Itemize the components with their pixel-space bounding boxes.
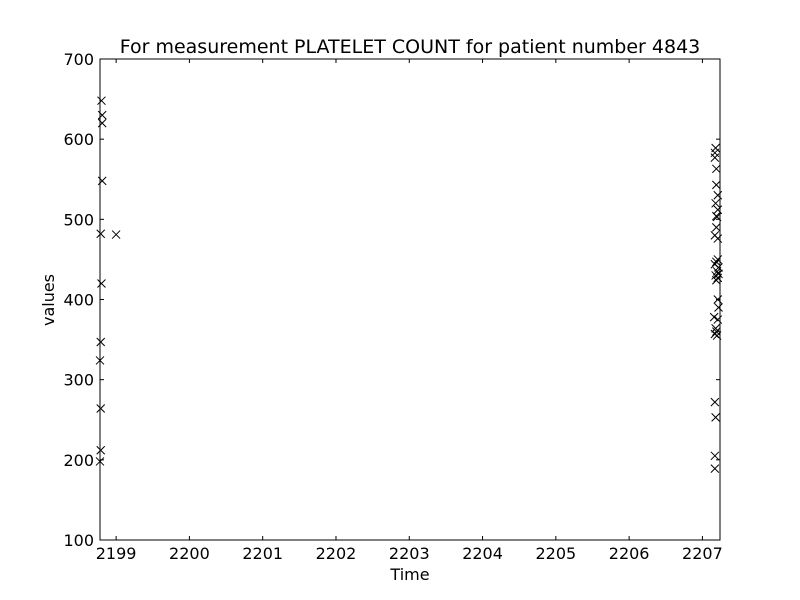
data-point [714, 303, 723, 312]
data-point [711, 275, 721, 285]
data-point [711, 164, 721, 174]
data-point [710, 153, 720, 162]
data-point [111, 230, 121, 239]
chart-title: For measurement PLATELET COUNT for patie… [120, 36, 701, 58]
y-tick-label: 100 [63, 531, 94, 550]
data-point [710, 451, 720, 461]
data-point [96, 229, 106, 239]
data-point [96, 404, 106, 413]
data-point [97, 279, 106, 288]
x-tick-label: 2206 [609, 544, 650, 563]
x-tick-label: 2203 [389, 544, 430, 563]
x-tick-label: 2204 [462, 544, 503, 563]
x-axis: 2199 2200 2201 2202 2203 2204 2205 2206 2207 [96, 59, 723, 563]
x-tick-label: 2201 [242, 544, 283, 563]
y-axis: 100 200 300 400 500 600 700 [63, 50, 720, 550]
y-tick-label: 200 [63, 451, 94, 470]
x-tick-label: 2207 [682, 544, 723, 563]
y-tick-label: 400 [63, 291, 94, 310]
data-point [711, 412, 720, 422]
data-point [711, 180, 721, 190]
data-point [711, 222, 721, 232]
y-tick-label: 300 [63, 371, 94, 390]
y-tick-label: 600 [63, 130, 94, 149]
data-point [710, 397, 720, 407]
x-tick-label: 2205 [535, 544, 576, 563]
data-point [710, 464, 720, 474]
x-tick-label: 2202 [316, 544, 357, 563]
data-point [96, 337, 106, 347]
data-point [96, 445, 106, 455]
data-point [97, 96, 106, 106]
x-tick-label: 2199 [96, 544, 137, 563]
data-point [709, 312, 719, 322]
x-tick-label: 2200 [169, 544, 210, 563]
data-point [711, 198, 720, 208]
y-axis-label: values [39, 274, 58, 326]
y-tick-label: 500 [63, 210, 94, 229]
y-tick-label: 700 [63, 50, 94, 69]
data-point [711, 257, 721, 267]
x-axis-label: Time [389, 565, 429, 584]
